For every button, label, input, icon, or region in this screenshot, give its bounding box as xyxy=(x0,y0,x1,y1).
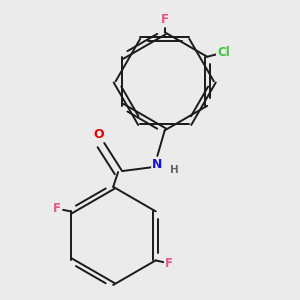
Text: H: H xyxy=(170,165,179,175)
Text: F: F xyxy=(53,202,61,215)
Text: Cl: Cl xyxy=(217,46,230,59)
Text: O: O xyxy=(93,128,104,141)
Text: N: N xyxy=(152,158,163,171)
Text: F: F xyxy=(165,257,173,270)
Text: F: F xyxy=(161,14,169,26)
